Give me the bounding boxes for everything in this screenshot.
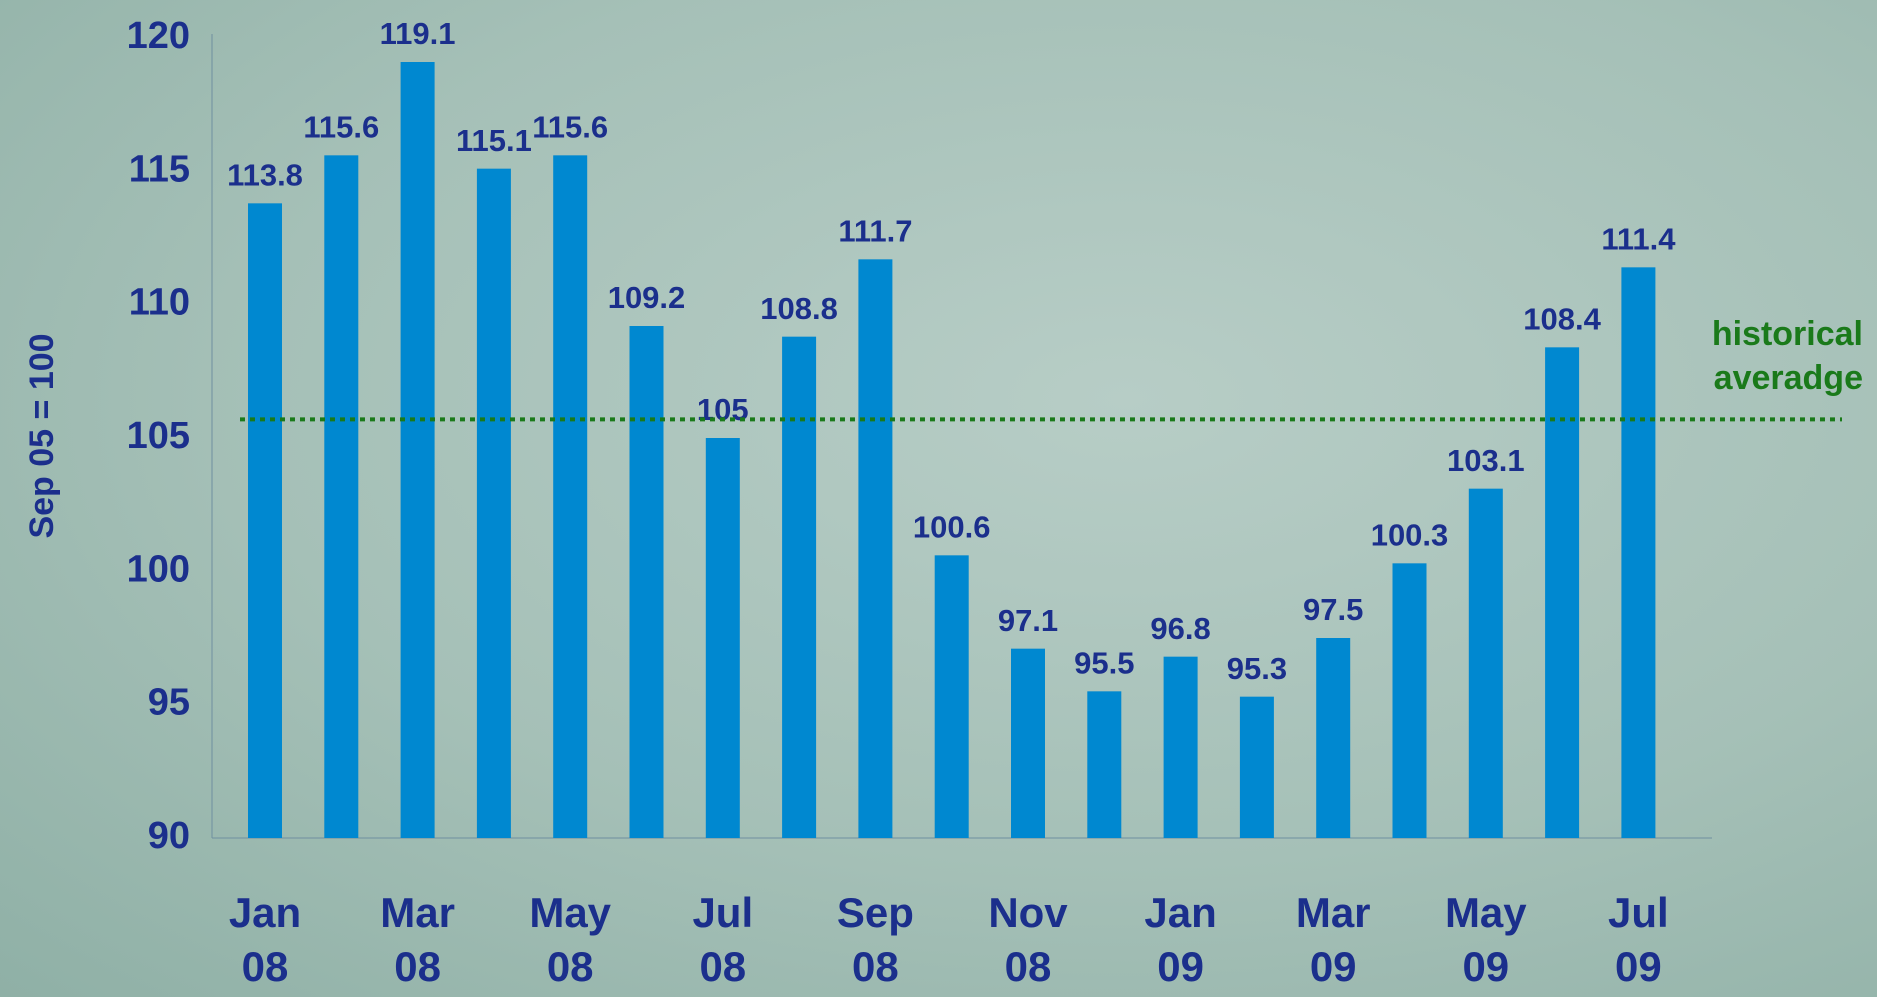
x-tick-label: Sep 08 <box>836 889 914 990</box>
y-tick-label: 115 <box>129 148 190 190</box>
y-tick-label: 120 <box>127 15 190 57</box>
bar <box>1545 347 1580 838</box>
bar <box>1621 267 1656 838</box>
bar <box>1316 638 1351 838</box>
value-label: 111.4 <box>1601 222 1676 257</box>
value-label: 103.1 <box>1447 443 1525 478</box>
value-label: 95.5 <box>1074 646 1134 681</box>
bar <box>1163 656 1198 838</box>
value-label: 100.3 <box>1371 518 1449 553</box>
reference-label: historical averadge <box>1711 315 1863 397</box>
bar <box>324 155 359 839</box>
x-tick-label: Mar 08 <box>380 889 455 990</box>
y-tick-label: 110 <box>129 282 190 324</box>
y-tick-label: 100 <box>127 548 190 590</box>
y-axis-title: Sep 05 = 100 <box>23 333 61 538</box>
y-tick-label: 105 <box>127 415 190 457</box>
bar <box>629 326 664 838</box>
value-label: 115.6 <box>303 110 379 145</box>
value-label: 109.2 <box>608 280 686 315</box>
bar <box>782 336 817 838</box>
x-tick-label: Mar 09 <box>1295 889 1371 990</box>
value-label: 100.6 <box>913 510 991 545</box>
value-label: 96.8 <box>1150 611 1210 646</box>
value-label: 115.6 <box>532 110 608 145</box>
value-label: 97.1 <box>998 603 1058 638</box>
bar <box>1392 563 1427 838</box>
value-label: 105 <box>697 392 749 427</box>
x-tick-label: Jan 08 <box>228 889 302 990</box>
x-tick-label: May 08 <box>529 889 612 990</box>
bar <box>553 155 588 839</box>
bar <box>705 438 740 838</box>
bar <box>1239 696 1274 838</box>
bar <box>1011 648 1045 838</box>
value-label: 111.7 <box>838 214 912 249</box>
x-tick-label: May 09 <box>1444 889 1527 990</box>
x-tick-label: Jul 09 <box>1608 889 1669 990</box>
value-label: 113.8 <box>227 158 303 193</box>
value-label: 119.1 <box>380 16 456 51</box>
bar <box>476 168 511 838</box>
bar <box>1468 488 1503 838</box>
bar <box>934 555 969 838</box>
y-tick-label: 90 <box>148 815 190 857</box>
bar <box>400 62 435 838</box>
x-tick-label: Jul 08 <box>692 889 754 990</box>
value-label: 97.5 <box>1303 592 1363 627</box>
value-label: 95.3 <box>1227 651 1287 686</box>
value-label: 108.8 <box>760 291 838 326</box>
bar <box>248 203 282 839</box>
value-label: 115.1 <box>456 123 532 158</box>
x-tick-label: Jan 09 <box>1144 889 1217 990</box>
x-tick-label: Nov 08 <box>988 889 1068 990</box>
value-label: 108.4 <box>1523 302 1601 337</box>
bar <box>1087 691 1122 838</box>
y-tick-label: 95 <box>148 682 190 724</box>
bar <box>858 259 893 838</box>
